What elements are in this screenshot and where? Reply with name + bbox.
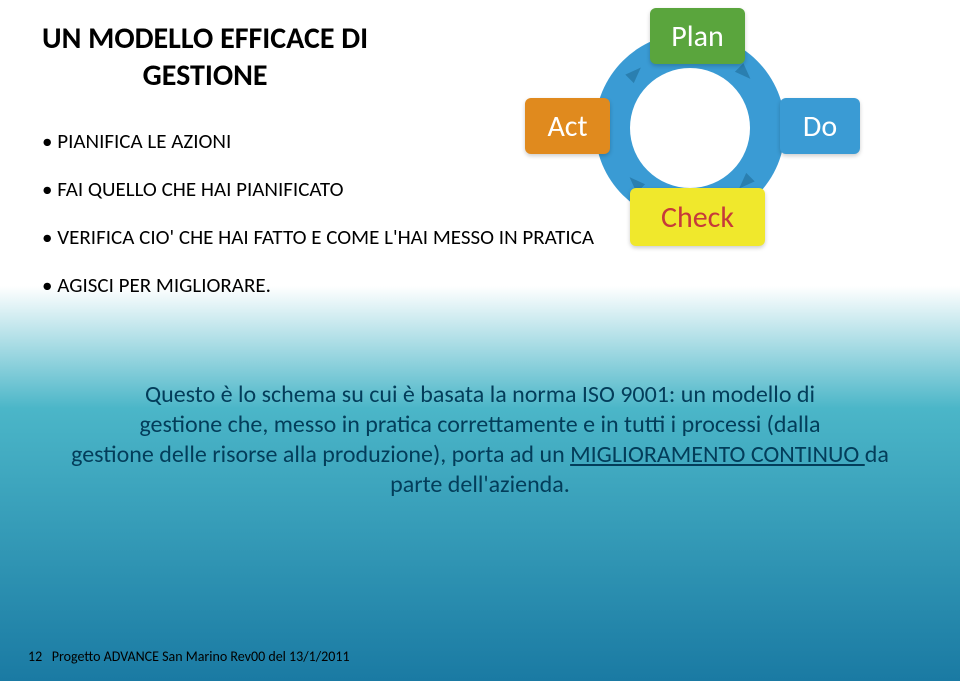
bullet-list: PIANIFICA LE AZIONI FAI QUELLO CHE HAI P… [42,128,594,320]
bullet-item: AGISCI PER MIGLIORARE. [42,272,594,298]
bullet-item: PIANIFICA LE AZIONI [42,128,594,154]
bullet-item: VERIFICA CIO' CHE HAI FATTO E COME L'HAI… [42,224,594,250]
page-number: 12 [28,648,42,665]
paragraph-line: gestione che, messo in pratica correttam… [139,410,820,439]
title-line2: GESTIONE [42,57,368,94]
bullet-item: FAI QUELLO CHE HAI PIANIFICATO [42,176,594,202]
body-paragraph: Questo è lo schema su cui è basata la no… [70,380,890,500]
pdca-do-label: Do [803,108,837,145]
paragraph-line: gestione delle risorse alla produzione),… [71,440,570,469]
pdca-plan-box: Plan [650,8,745,64]
slide: UN MODELLO EFFICACE DI GESTIONE PIANIFIC… [0,0,960,681]
pdca-check-label: Check [661,199,734,236]
pdca-act-label: Act [547,108,587,145]
paragraph-line: Questo è lo schema su cui è basata la no… [145,380,815,409]
pdca-check-box: Check [630,188,765,246]
pdca-plan-label: Plan [671,18,724,55]
slide-title: UN MODELLO EFFICACE DI GESTIONE [42,20,368,94]
footer: 12 Progetto ADVANCE San Marino Rev00 del… [28,648,350,665]
pdca-do-box: Do [780,98,860,154]
pdca-diagram: Plan Do Check Act [520,8,860,268]
pdca-act-box: Act [525,98,610,154]
footer-text: Progetto ADVANCE San Marino Rev00 del 13… [52,648,350,665]
paragraph-underline: MIGLIORAMENTO CONTINUO [570,440,865,469]
title-line1: UN MODELLO EFFICACE DI [42,20,368,57]
